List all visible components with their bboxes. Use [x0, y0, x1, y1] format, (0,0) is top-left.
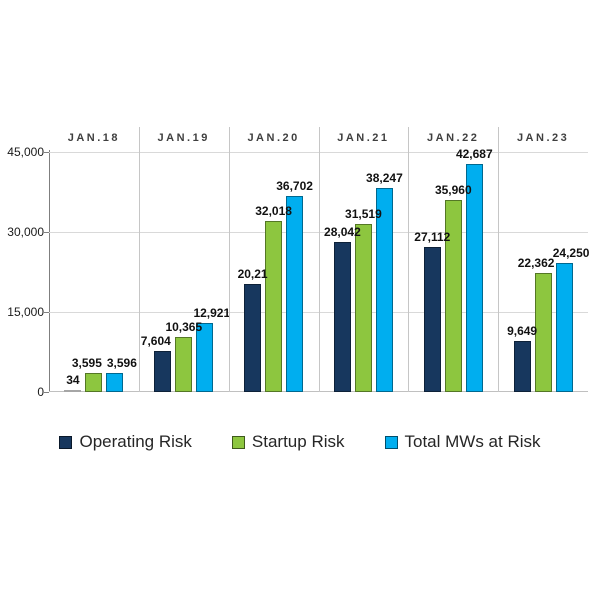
bar-value-label: 22,362	[517, 255, 555, 270]
y-axis-tick	[44, 392, 49, 393]
bar-value-label: 24,250	[552, 245, 590, 260]
legend-item-operating-risk: Operating Risk	[59, 431, 192, 453]
legend-swatch-total-mws-at-risk	[384, 435, 398, 449]
bar-value-label: 31,519	[345, 206, 382, 221]
category-separator	[408, 127, 410, 392]
bar-value-label: 7,604	[140, 334, 171, 349]
bar-startup-risk	[444, 200, 462, 392]
bar-value-label: 3,595	[71, 355, 102, 370]
category-label: JAN.19	[157, 132, 210, 144]
y-tick-label: 45,000	[7, 145, 44, 159]
bar-startup-risk	[534, 272, 552, 392]
bar-value-label: 28,042	[324, 225, 361, 240]
legend-swatch-startup-risk	[231, 435, 245, 449]
bar-startup-risk	[354, 223, 372, 392]
bar-operating-risk	[333, 242, 351, 392]
y-tick-label: 30,000	[7, 225, 44, 239]
category-separator	[318, 127, 320, 392]
bar-total-mws-at-risk	[465, 164, 483, 392]
legend-swatch-operating-risk	[59, 435, 73, 449]
y-axis-line	[49, 150, 50, 392]
bar-value-label: 35,960	[434, 183, 472, 198]
legend-item-startup-risk: Startup Risk	[231, 431, 345, 453]
legend-item-total-mws-at-risk: Total MWs at Risk	[384, 431, 541, 453]
bar-total-mws-at-risk	[375, 188, 393, 392]
y-axis-tick	[44, 232, 49, 233]
legend-label: Startup Risk	[251, 432, 345, 451]
bar-value-label: 27,112	[414, 230, 451, 245]
bar-operating-risk	[513, 340, 531, 392]
bar-startup-risk	[265, 221, 283, 392]
bar-total-mws-at-risk	[555, 262, 573, 392]
plot-area: 34 3,595 3,596 7,604 10,365 12,921 20,21 32,018…	[49, 147, 590, 392]
bar-total-mws-at-risk	[196, 323, 214, 392]
legend: Operating Risk Startup Risk Total MWs at…	[0, 431, 600, 453]
legend-label: Operating Risk	[79, 432, 192, 451]
y-axis-tick	[44, 152, 49, 153]
category-label: JAN.18	[67, 132, 121, 144]
bar-startup-risk	[85, 372, 103, 392]
bar-startup-risk	[175, 336, 193, 392]
legend-label: Total MWs at Risk	[404, 432, 541, 451]
bar-value-label: 12,921	[193, 306, 231, 321]
bar-value-label: 42,687	[455, 147, 493, 162]
bar-operating-risk	[244, 284, 262, 392]
bar-value-label: 34	[66, 373, 80, 387]
bar-operating-risk	[423, 247, 441, 392]
bar-total-mws-at-risk	[106, 372, 124, 392]
y-axis-tick	[44, 312, 49, 313]
bar-value-label: 20,21	[237, 267, 268, 282]
bar-value-label: 36,702	[276, 179, 313, 194]
category-label: JAN.21	[337, 132, 390, 144]
bar-value-label: 9,649	[507, 323, 538, 338]
category-separator	[138, 127, 140, 392]
bar-operating-risk	[64, 390, 82, 392]
bar-value-label: 32,018	[255, 204, 292, 219]
bar-value-label: 38,247	[366, 171, 403, 185]
category-separator	[228, 127, 230, 392]
bar-value-label: 10,365	[165, 319, 203, 334]
y-tick-label: 15,000	[7, 305, 44, 319]
y-tick-label: 0	[37, 385, 44, 399]
bar-total-mws-at-risk	[286, 196, 304, 392]
category-label: JAN.22	[427, 132, 480, 144]
category-separator	[498, 127, 500, 392]
category-label: JAN.23	[516, 132, 570, 144]
bar-operating-risk	[154, 351, 172, 392]
category-label: JAN.20	[247, 132, 300, 144]
bar-value-label: 3,596	[106, 355, 137, 370]
